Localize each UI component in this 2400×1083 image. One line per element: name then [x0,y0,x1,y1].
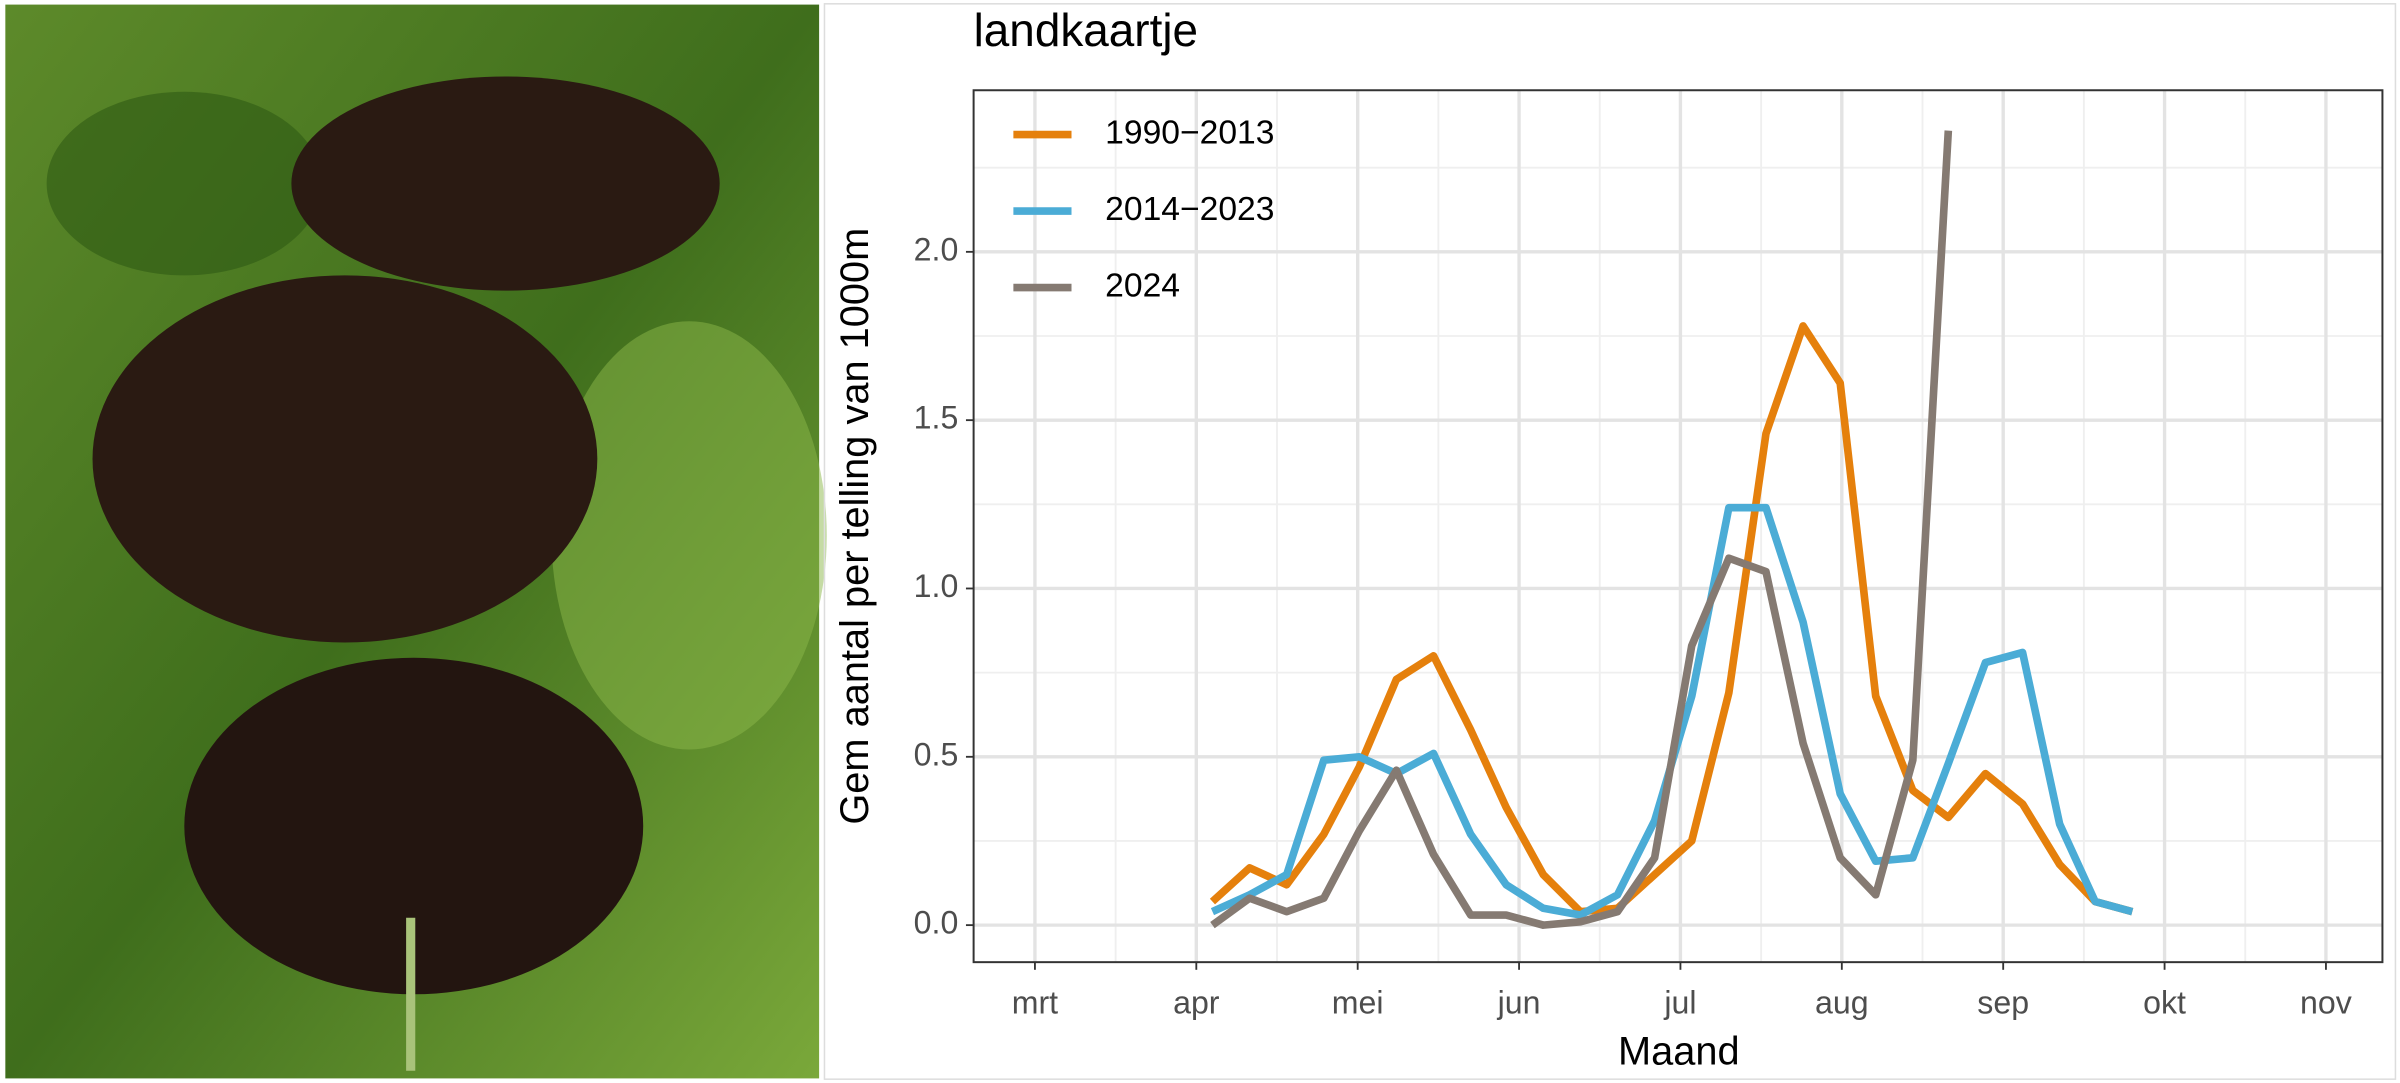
plot-background [973,90,2383,963]
x-tick-label: jul [1663,984,1696,1020]
x-tick-label: mei [1332,984,1384,1020]
chart-title: landkaartje [974,4,1198,56]
butterfly [184,657,644,995]
butterfly [291,76,720,291]
x-tick-label: jun [1497,984,1541,1020]
y-tick-label: 1.5 [914,400,959,436]
butterfly [92,275,598,643]
chart-frame [823,3,2397,1080]
y-axis-label: Gem aantal per telling van 1000m [833,228,877,825]
series-line [1209,322,2134,916]
x-tick-label: okt [2143,984,2186,1020]
y-tick-label: 0.0 [914,905,959,941]
foliage [551,321,827,750]
legend-label: 2014−2023 [1105,191,1274,228]
series-line [1210,130,1953,929]
x-axis-label: Maand [1618,1029,1740,1073]
x-tick-label: sep [1977,984,2029,1020]
y-tick-label: 0.5 [914,736,959,772]
x-tick-label: mrt [1012,984,1058,1020]
y-tick-label: 1.0 [914,568,959,604]
legend-label: 2024 [1105,267,1180,304]
photo [5,4,827,1079]
legend: 1990−2013 2014−2023 2024 [1013,115,1274,304]
x-tick-label: aug [1815,984,1869,1020]
legend-label: 1990−2013 [1105,115,1274,152]
grid [973,90,2383,963]
x-tick-label: nov [2300,984,2352,1020]
lines [1209,130,2134,929]
y-tick-label: 2.0 [914,231,959,267]
axes: mrt apr mei jun jul aug sep okt nov 0.0 0.5 1.0 1.5 2… [914,231,2352,1020]
plot-border [972,89,2384,964]
foliage [46,91,322,276]
x-tick-label: apr [1173,984,1220,1020]
